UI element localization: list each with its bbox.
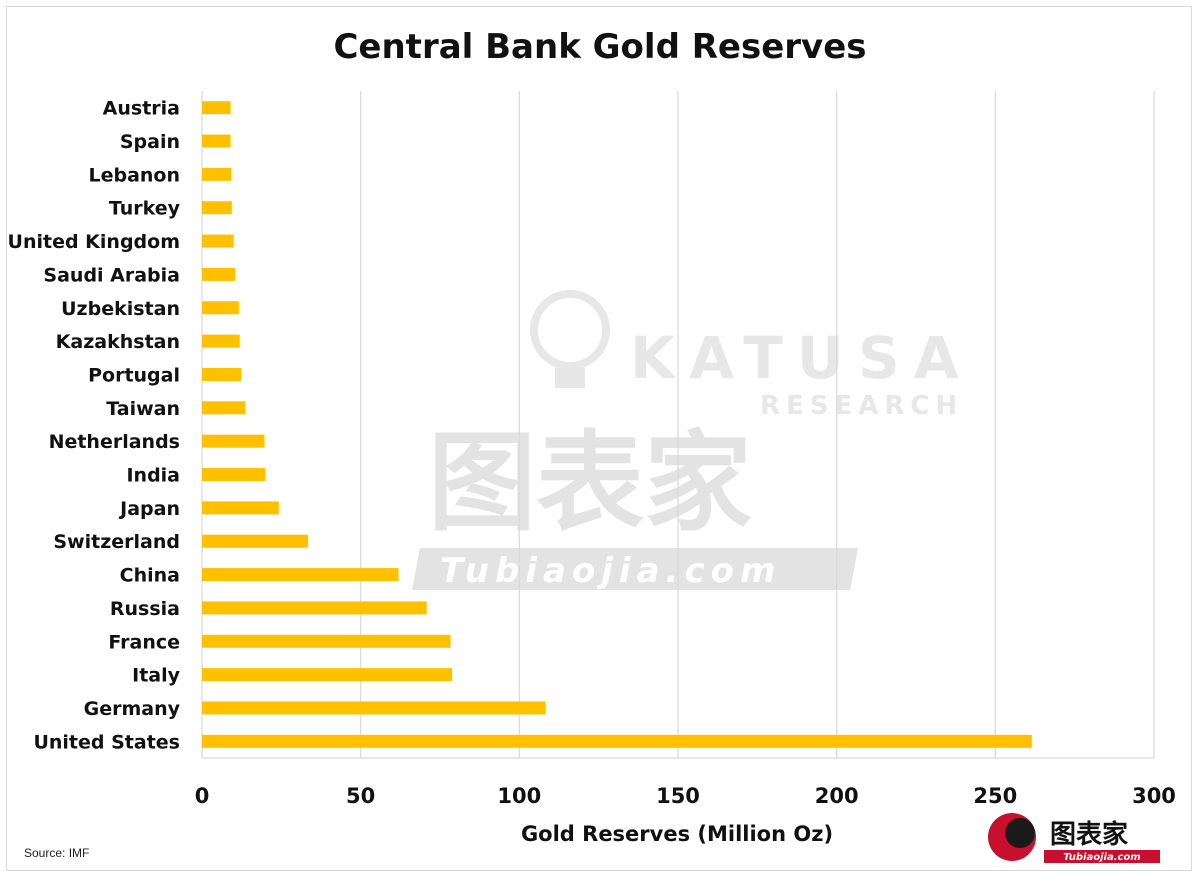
category-label: Austria [103,98,180,120]
category-label: Netherlands [49,431,180,453]
bulb-base-icon [555,368,585,388]
x-tick-label: 250 [973,784,1017,808]
tubiaojia-banner [412,548,858,590]
bar-uzbekistan [202,301,239,315]
bar-united-kingdom [202,234,234,248]
category-label: India [126,465,180,487]
katusa-wordmark: KATUSA [630,324,973,392]
tubiaojia-cn-wordmark: 图表家 [428,421,752,546]
bar-spain [202,134,231,148]
category-label: Japan [118,498,180,520]
bar-switzerland [202,534,308,548]
bar-turkey [202,201,232,215]
head-profile-icon [1005,818,1035,848]
tubiaojia-watermark: 图表家 Tubiaojia.com [412,421,858,591]
x-tick-label: 0 [195,784,210,808]
bar-germany [202,701,546,715]
category-label: France [108,631,180,653]
chart-frame [6,6,1192,871]
source-note: Source: IMF [24,846,89,860]
x-tick-label: 300 [1132,784,1176,808]
category-label: Italy [132,665,180,687]
category-label: Saudi Arabia [43,264,180,286]
katusa-watermark: KATUSA RESEARCH [530,290,973,421]
category-label: Kazakhstan [56,331,180,353]
bar-japan [202,501,279,515]
x-axis-title: Gold Reserves (Million Oz) [521,822,833,846]
bar-india [202,468,266,482]
x-tick-label: 150 [656,784,700,808]
category-label: Germany [84,698,181,720]
bar-china [202,568,399,582]
category-label: Switzerland [53,531,180,553]
logo-cn-wordmark: 图表家 [1050,819,1128,850]
bar-taiwan [202,401,246,415]
chart-title: Central Bank Gold Reserves [333,27,866,67]
bulb-icon [530,290,610,370]
bar-lebanon [202,167,232,181]
x-tick-labels: 0 50 100 150 200 250 300 [195,784,1176,808]
category-label: Russia [110,598,180,620]
category-label: United Kingdom [8,231,180,253]
category-label: Taiwan [106,398,180,420]
bar-portugal [202,367,242,381]
x-tick-label: 50 [346,784,375,808]
x-tick-label: 200 [815,784,859,808]
category-labels: Austria Spain Lebanon Turkey United Kingdom S… [8,98,181,754]
bar-united-states [202,734,1032,748]
logo-url-wordmark: Tubiaojia.com [1063,852,1140,863]
bar-austria [202,101,231,115]
gridlines [201,91,1155,759]
bars [202,101,1032,748]
bar-saudi-arabia [202,267,236,281]
category-label: China [120,565,180,587]
category-label: Spain [120,131,180,153]
category-label: Uzbekistan [61,298,180,320]
x-tick-label: 100 [497,784,541,808]
category-label: Lebanon [88,164,180,186]
category-label: Turkey [109,198,181,220]
category-label: United States [33,731,180,753]
category-label: Portugal [88,364,180,386]
bar-france [202,634,451,648]
bar-kazakhstan [202,334,240,348]
tubiaojia-url-wordmark: Tubiaojia.com [440,551,781,591]
research-wordmark: RESEARCH [760,391,963,421]
bar-italy [202,668,453,682]
tubiaojia-logo: 图表家 Tubiaojia.com [988,813,1160,863]
bar-russia [202,601,427,615]
logo-banner [1044,850,1160,863]
bar-netherlands [202,434,265,448]
